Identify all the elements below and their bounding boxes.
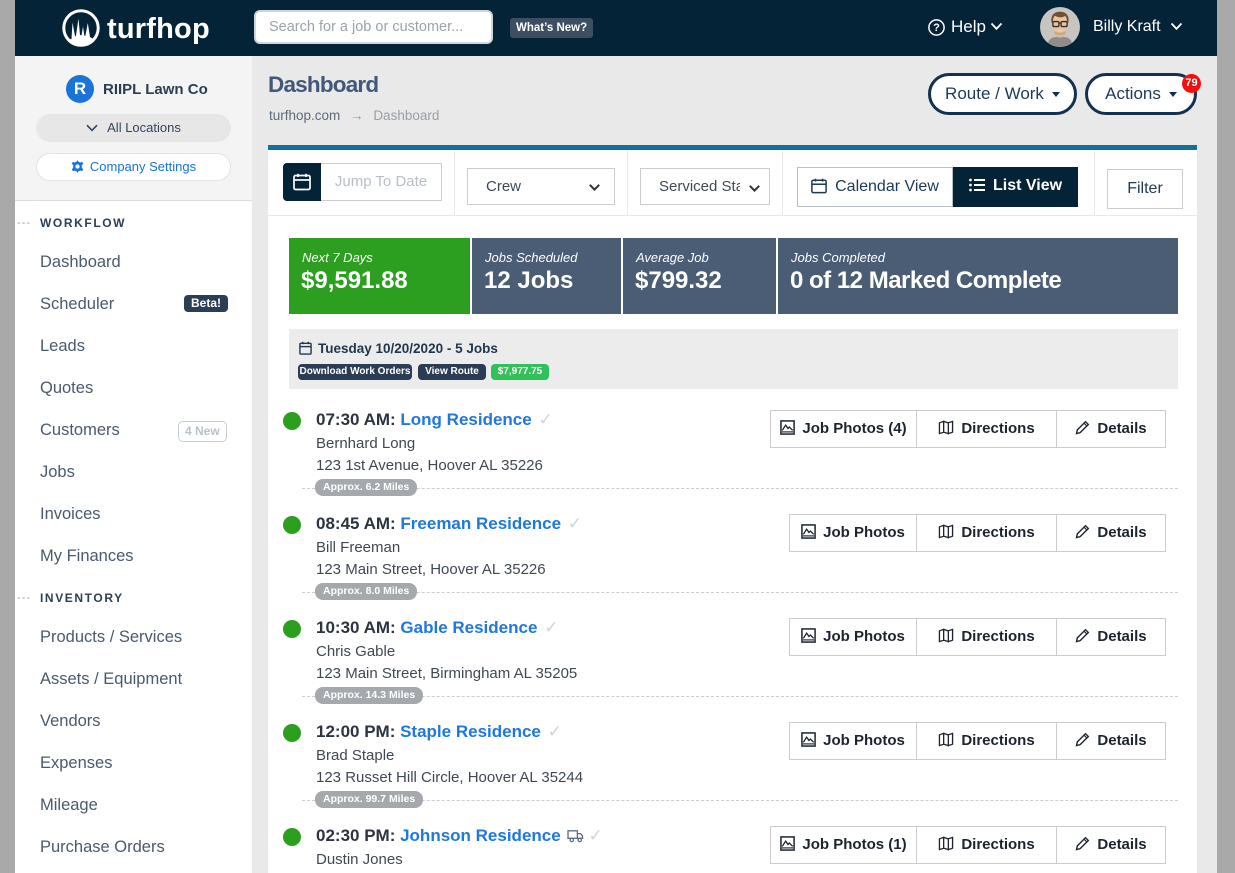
svg-text:?: ? (933, 22, 940, 34)
